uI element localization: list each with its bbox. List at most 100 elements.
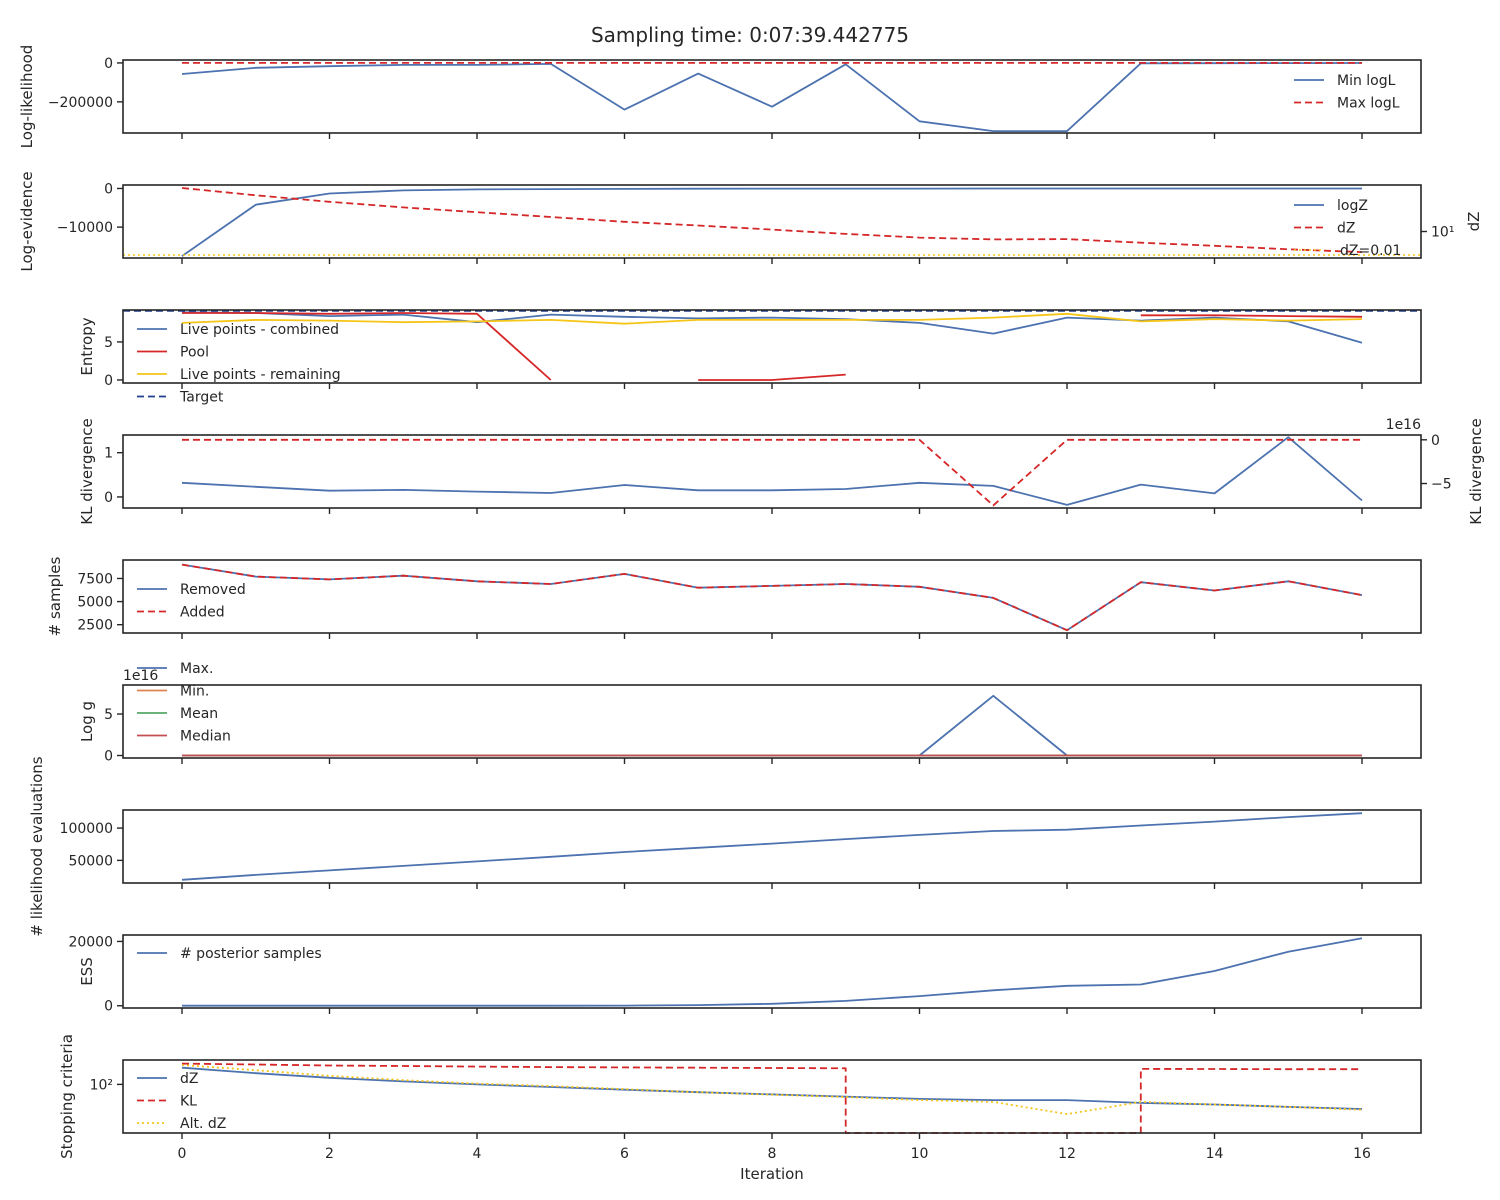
x-tick-label: 6 — [620, 1146, 629, 1162]
y-tick-label: −200000 — [48, 95, 113, 111]
y-tick-label: 5 — [104, 707, 113, 723]
panel-6: 0 5 Log g 1e16 Max. Min. Mean Median — [78, 661, 1422, 765]
y-tick-label: 2500 — [77, 618, 113, 634]
panel-frame — [122, 1059, 1422, 1134]
panel-2: 0 −10000 10¹ Log-evidence dZ logZ dZ dZ=0.01 — [18, 171, 1483, 271]
legend-label: Pool — [180, 345, 209, 361]
panel-4: 0 1 0 −5 KL divergence KL divergence 1e16 — [78, 417, 1485, 525]
series-line-live-points-remaining — [181, 312, 1363, 325]
series-line--posterior-samples — [182, 937, 1363, 1007]
series-line-min-logl — [181, 62, 1363, 133]
series-group — [181, 62, 1363, 133]
axis-offset-label: 1e16 — [123, 668, 158, 684]
series-line-kl — [181, 1062, 1362, 1134]
legend-label: logZ — [1337, 198, 1368, 214]
panel-1: 0 −200000 Log-likelihood Min logL Max logL — [18, 45, 1422, 149]
legend: dZ KL Alt. dZ — [137, 1071, 226, 1132]
y-axis-label: KL divergence — [78, 418, 96, 524]
y-axis-label: Stopping criteria — [58, 1034, 76, 1159]
y-tick-label: 0 — [104, 373, 113, 389]
y-axis-label: Entropy — [78, 317, 96, 375]
legend-label: Max. — [180, 661, 213, 677]
series-group — [181, 1062, 1363, 1134]
y-tick-label: 50000 — [68, 853, 113, 869]
y-tick-label: 0 — [104, 490, 113, 506]
legend-label: Live points - remaining — [180, 367, 341, 383]
y-tick-label: 100000 — [60, 821, 113, 837]
y-axis-label: ESS — [78, 957, 96, 986]
legend-label: dZ=0.01 — [1340, 243, 1401, 259]
panels-group: 0 −200000 Log-likelihood Min logL Max logL 0 −… — [18, 45, 1485, 1162]
legend-label: # posterior samples — [180, 946, 322, 962]
y-right-tick-label: 0 — [1431, 433, 1440, 449]
right-axis-offset-label: 1e16 — [1386, 417, 1421, 433]
legend: Max. Min. Mean Median — [137, 661, 231, 745]
y-tick-label: −10000 — [57, 220, 113, 236]
y-axis-label: Log-likelihood — [18, 45, 36, 149]
legend-label: Alt. dZ — [180, 1116, 226, 1132]
x-tick-label: 8 — [768, 1146, 777, 1162]
legend-label: Max logL — [1337, 96, 1400, 112]
panel-frame — [122, 59, 1422, 134]
series-line-pool-segment-3 — [1140, 314, 1363, 318]
legend-label: Mean — [180, 706, 218, 722]
y-axis-label: Log-evidence — [18, 171, 36, 271]
y-right-tick-label: −5 — [1431, 477, 1452, 493]
series-group — [182, 937, 1363, 1007]
y-axis-label: # samples — [46, 556, 64, 636]
y-tick-label: 7500 — [77, 571, 113, 587]
x-tick-label: 12 — [1058, 1146, 1076, 1162]
x-axis-label: Iteration — [740, 1165, 804, 1183]
panel-7: 50000 100000 # likelihood evaluations — [28, 756, 1422, 937]
legend-label: Live points - combined — [180, 322, 339, 338]
series-line-pool-segment-2 — [698, 373, 846, 381]
series-line-pool-segment-1 — [182, 312, 552, 381]
series-group — [181, 812, 1363, 881]
legend: # posterior samples — [137, 946, 322, 962]
panel-8: 0 20000 ESS # posterior samples — [68, 934, 1422, 1015]
x-tick-label: 0 — [178, 1146, 187, 1162]
series-group — [181, 187, 1363, 257]
legend: logZ dZ dZ=0.01 — [1294, 198, 1401, 259]
panel-frame — [122, 684, 1422, 759]
legend-label: Target — [179, 390, 224, 406]
y-axis-label: Log g — [78, 701, 96, 742]
legend-label: Min. — [180, 684, 209, 700]
x-tick-label: 10 — [911, 1146, 929, 1162]
series-line-removed — [181, 563, 1363, 632]
panel-frame — [122, 434, 1422, 509]
series-group — [181, 436, 1363, 507]
y-right-axis-label: dZ — [1465, 212, 1483, 232]
series-group — [182, 694, 1362, 757]
series-line-1 — [181, 436, 1363, 506]
series-line-added — [181, 563, 1363, 632]
legend: Removed Added — [137, 582, 246, 621]
legend-label: dZ — [180, 1071, 198, 1087]
series-line-alt-dz — [181, 1064, 1363, 1115]
series-group — [181, 563, 1363, 632]
y-tick-label: 0 — [104, 181, 113, 197]
series-line-1 — [181, 812, 1363, 881]
figure-title: Sampling time: 0:07:39.442775 — [591, 23, 909, 47]
series-line-max- — [182, 694, 1362, 757]
legend-label: dZ — [1337, 221, 1355, 237]
x-tick-label: 16 — [1353, 1146, 1371, 1162]
y-right-tick-label: 10¹ — [1431, 225, 1454, 241]
series-line-2 — [182, 438, 1362, 507]
series-line-live-points-combined — [181, 311, 1363, 344]
y-tick-label: 10² — [90, 1077, 113, 1093]
y-axis-label: # likelihood evaluations — [28, 756, 46, 936]
legend-label: Added — [180, 605, 225, 621]
legend: Min logL Max logL — [1294, 73, 1400, 112]
legend-label: Median — [180, 729, 231, 745]
y-tick-label: 1 — [104, 446, 113, 462]
panel-frame — [122, 559, 1422, 634]
legend-label: Removed — [180, 582, 246, 598]
y-tick-label: 5000 — [77, 595, 113, 611]
panel-5: 2500 5000 7500 # samples Removed Added — [46, 556, 1422, 639]
panel-9: 10² 0 2 4 6 8 10 12 14 16 Stopping criteria dZ KL Alt… — [58, 1034, 1422, 1162]
legend: Live points - combined Pool Live points - … — [137, 322, 341, 406]
y-tick-label: 0 — [104, 56, 113, 72]
